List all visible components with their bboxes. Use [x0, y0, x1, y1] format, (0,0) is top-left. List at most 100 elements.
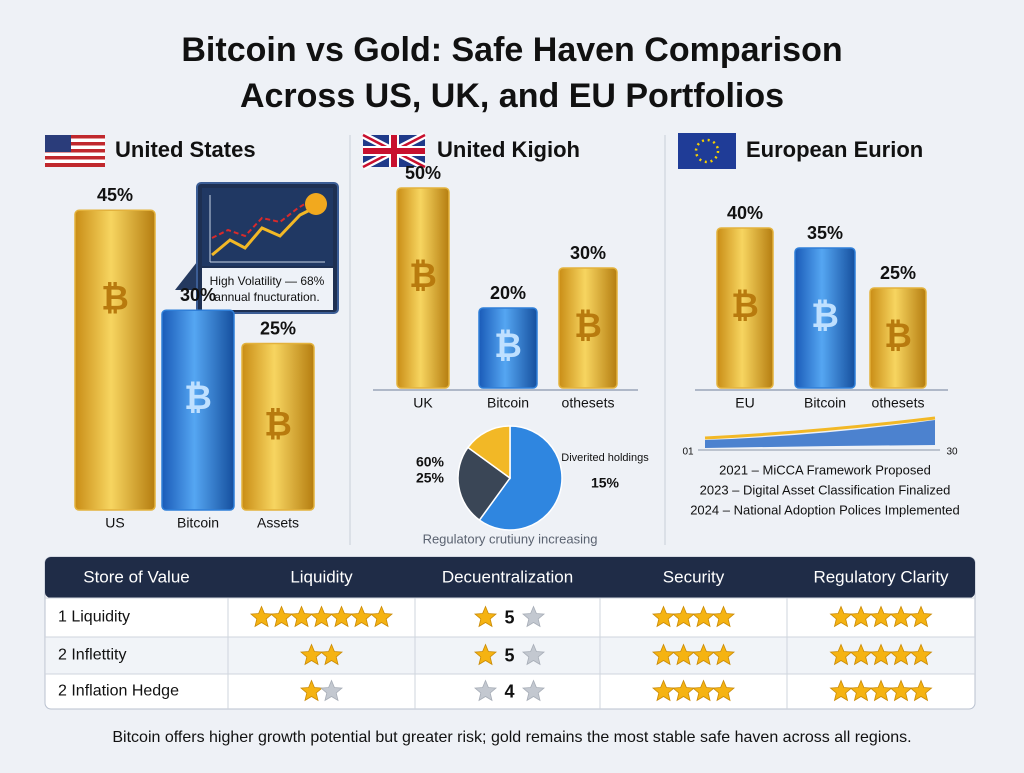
- bar: [869, 287, 927, 389]
- title-line: Bitcoin vs Gold: Safe Haven Comparison: [181, 31, 842, 69]
- star: [269, 605, 294, 628]
- value-label: 30%: [570, 243, 606, 263]
- bar: [558, 267, 618, 389]
- inset-text: High Volatility — 68%: [210, 274, 325, 288]
- star: [869, 605, 893, 628]
- star-rating: [299, 679, 344, 702]
- table-header: Regulatory Clarity: [813, 567, 949, 586]
- value-label: 30%: [180, 285, 216, 305]
- value-label: 50%: [405, 163, 441, 183]
- star: [651, 605, 676, 628]
- pie-caption: Regulatory crutiuny increasing: [423, 531, 598, 546]
- timeline-band: [705, 420, 935, 448]
- star-rating: [829, 605, 933, 628]
- panel-title: United Kigioh: [437, 137, 580, 162]
- star: [711, 679, 736, 702]
- row-label: 2 Inflettity: [58, 647, 126, 664]
- bar: [478, 307, 538, 389]
- star: [521, 605, 546, 628]
- star-rating: [651, 679, 736, 702]
- star: [651, 643, 676, 666]
- star: [309, 605, 334, 628]
- star: [319, 643, 344, 666]
- star: [711, 605, 736, 628]
- bar-symbol: ₿: [264, 406, 292, 444]
- star: [829, 679, 853, 702]
- value-label: 25%: [880, 263, 916, 283]
- star: [521, 643, 546, 666]
- pie-label: 25%: [416, 470, 445, 486]
- star: [473, 679, 498, 702]
- star-rating: [473, 679, 546, 702]
- bar: [161, 309, 235, 511]
- bar-symbol: ₿: [884, 317, 912, 355]
- bar-symbol: ₿: [409, 257, 437, 295]
- bar-symbol: ₿: [494, 327, 522, 365]
- us-flag: [45, 135, 105, 167]
- star: [651, 679, 676, 702]
- table-header: Liquidity: [290, 567, 353, 586]
- category-label: othesets: [562, 395, 615, 411]
- star: [521, 679, 546, 702]
- star-rating: [829, 643, 933, 666]
- pie-slice: [457, 446, 512, 522]
- category-label: Bitcoin: [804, 395, 846, 411]
- bar: [716, 227, 774, 389]
- row-label: 1 Liquidity: [58, 609, 130, 626]
- table-header: Decuentralization: [442, 567, 573, 586]
- star: [869, 643, 893, 666]
- pie-category: Diverited holdings: [561, 452, 649, 464]
- star-rating: [299, 643, 344, 666]
- star: [473, 643, 498, 666]
- star: [329, 605, 354, 628]
- star-rating: [651, 605, 736, 628]
- star: [849, 679, 873, 702]
- category-label: UK: [413, 395, 433, 411]
- rating-number: 4: [504, 681, 514, 701]
- value-label: 40%: [727, 203, 763, 223]
- category-label: Bitcoin: [487, 395, 529, 411]
- star-rating: [651, 643, 736, 666]
- star-rating: [249, 605, 394, 628]
- row-bg: [46, 637, 974, 674]
- star: [691, 605, 716, 628]
- star: [909, 679, 933, 702]
- value-label: 25%: [260, 318, 296, 338]
- row-label: 2 Inflation Hedge: [58, 683, 179, 700]
- star-rating: [829, 679, 933, 702]
- category-label: US: [105, 515, 124, 531]
- footer: Bitcoin offers higher growth potential b…: [112, 729, 911, 746]
- value-label: 20%: [490, 283, 526, 303]
- category-label: Bitcoin: [177, 515, 219, 531]
- timeline-event: 2024 – National Adoption Polices Impleme…: [690, 502, 960, 517]
- star: [671, 605, 696, 628]
- star: [349, 605, 374, 628]
- star: [249, 605, 274, 628]
- pie-slice: [478, 425, 563, 531]
- bar: [794, 247, 856, 389]
- timeline-event: 2021 – MiCCA Framework Proposed: [719, 462, 931, 477]
- timeline-line: [704, 416, 936, 440]
- star: [829, 605, 853, 628]
- star: [671, 643, 696, 666]
- inset-text: annual fnucturation.: [214, 290, 319, 304]
- star: [711, 643, 736, 666]
- star: [671, 679, 696, 702]
- value-label: 45%: [97, 185, 133, 205]
- star: [473, 605, 498, 628]
- bar-symbol: ₿: [184, 379, 212, 417]
- star: [829, 643, 853, 666]
- volatility-inset: [175, 182, 339, 314]
- star: [889, 605, 913, 628]
- bar-symbol: ₿: [574, 307, 602, 345]
- timeline-tick: 30: [946, 447, 958, 458]
- value-label: 35%: [807, 223, 843, 243]
- pie-label: 15%: [591, 475, 620, 491]
- star: [289, 605, 314, 628]
- title-line: Across US, UK, and EU Portfolios: [240, 77, 784, 115]
- category-label: othesets: [872, 395, 925, 411]
- star: [299, 679, 324, 702]
- star: [909, 605, 933, 628]
- star-rating: [473, 643, 546, 666]
